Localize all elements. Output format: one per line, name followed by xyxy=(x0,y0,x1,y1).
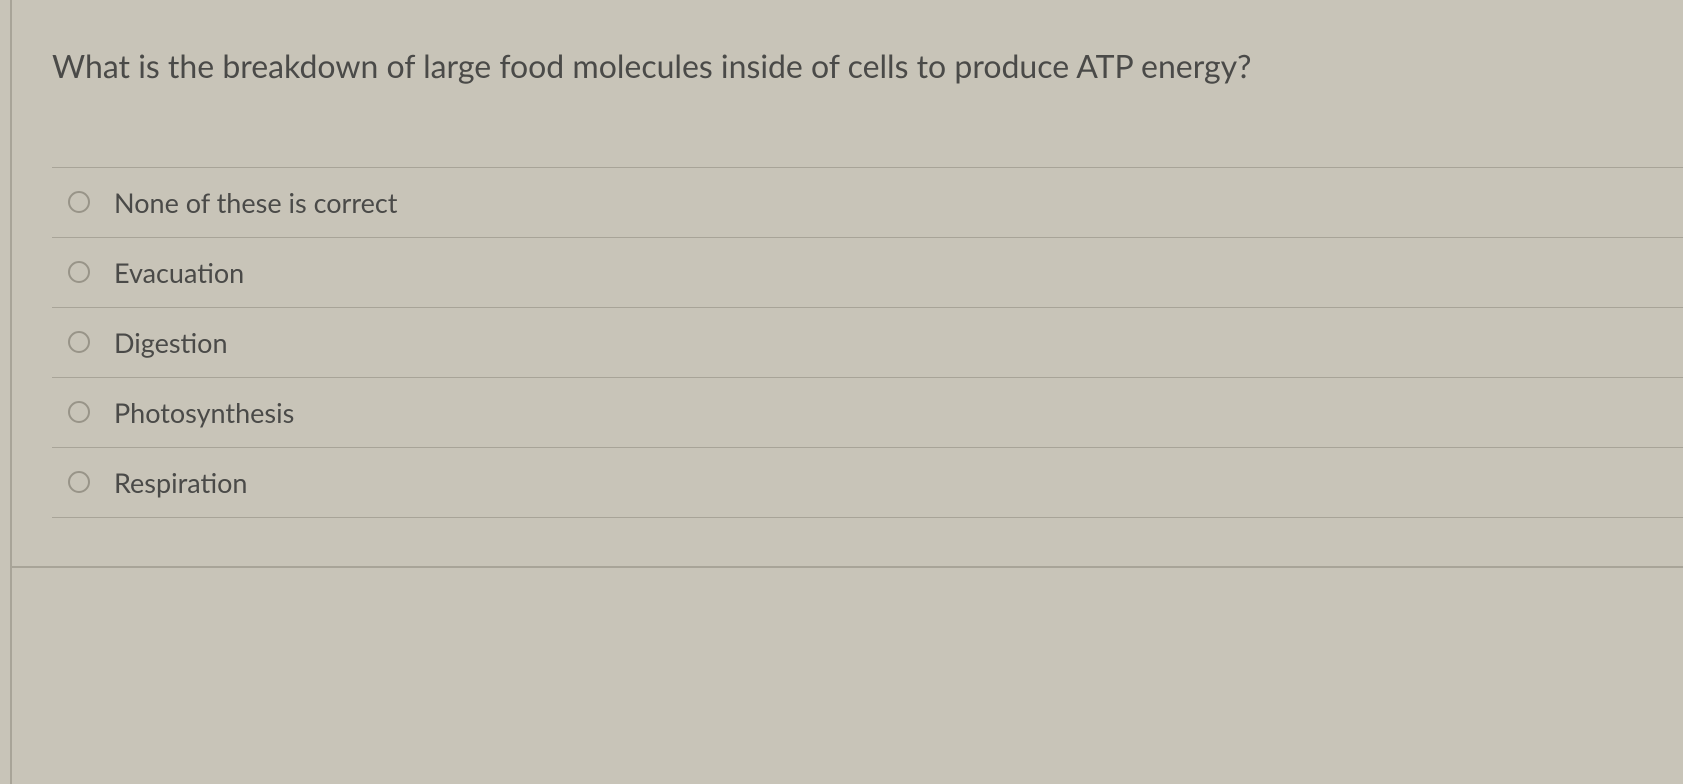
option-label: None of these is correct xyxy=(114,186,397,219)
radio-icon[interactable] xyxy=(68,331,90,353)
question-text: What is the breakdown of large food mole… xyxy=(52,45,1643,87)
option-label: Digestion xyxy=(114,326,228,359)
options-list: None of these is correct Evacuation Dige… xyxy=(12,167,1683,518)
option-row-3[interactable]: Photosynthesis xyxy=(52,377,1683,447)
option-row-1[interactable]: Evacuation xyxy=(52,237,1683,307)
option-row-0[interactable]: None of these is correct xyxy=(52,167,1683,237)
question-area: What is the breakdown of large food mole… xyxy=(12,0,1683,107)
option-label: Respiration xyxy=(114,466,247,499)
option-label: Photosynthesis xyxy=(114,396,294,429)
option-row-2[interactable]: Digestion xyxy=(52,307,1683,377)
radio-icon[interactable] xyxy=(68,401,90,423)
radio-icon[interactable] xyxy=(68,471,90,493)
quiz-container: What is the breakdown of large food mole… xyxy=(10,0,1683,784)
radio-icon[interactable] xyxy=(68,191,90,213)
bottom-border xyxy=(12,518,1683,568)
radio-icon[interactable] xyxy=(68,261,90,283)
option-row-4[interactable]: Respiration xyxy=(52,447,1683,518)
option-label: Evacuation xyxy=(114,256,244,289)
